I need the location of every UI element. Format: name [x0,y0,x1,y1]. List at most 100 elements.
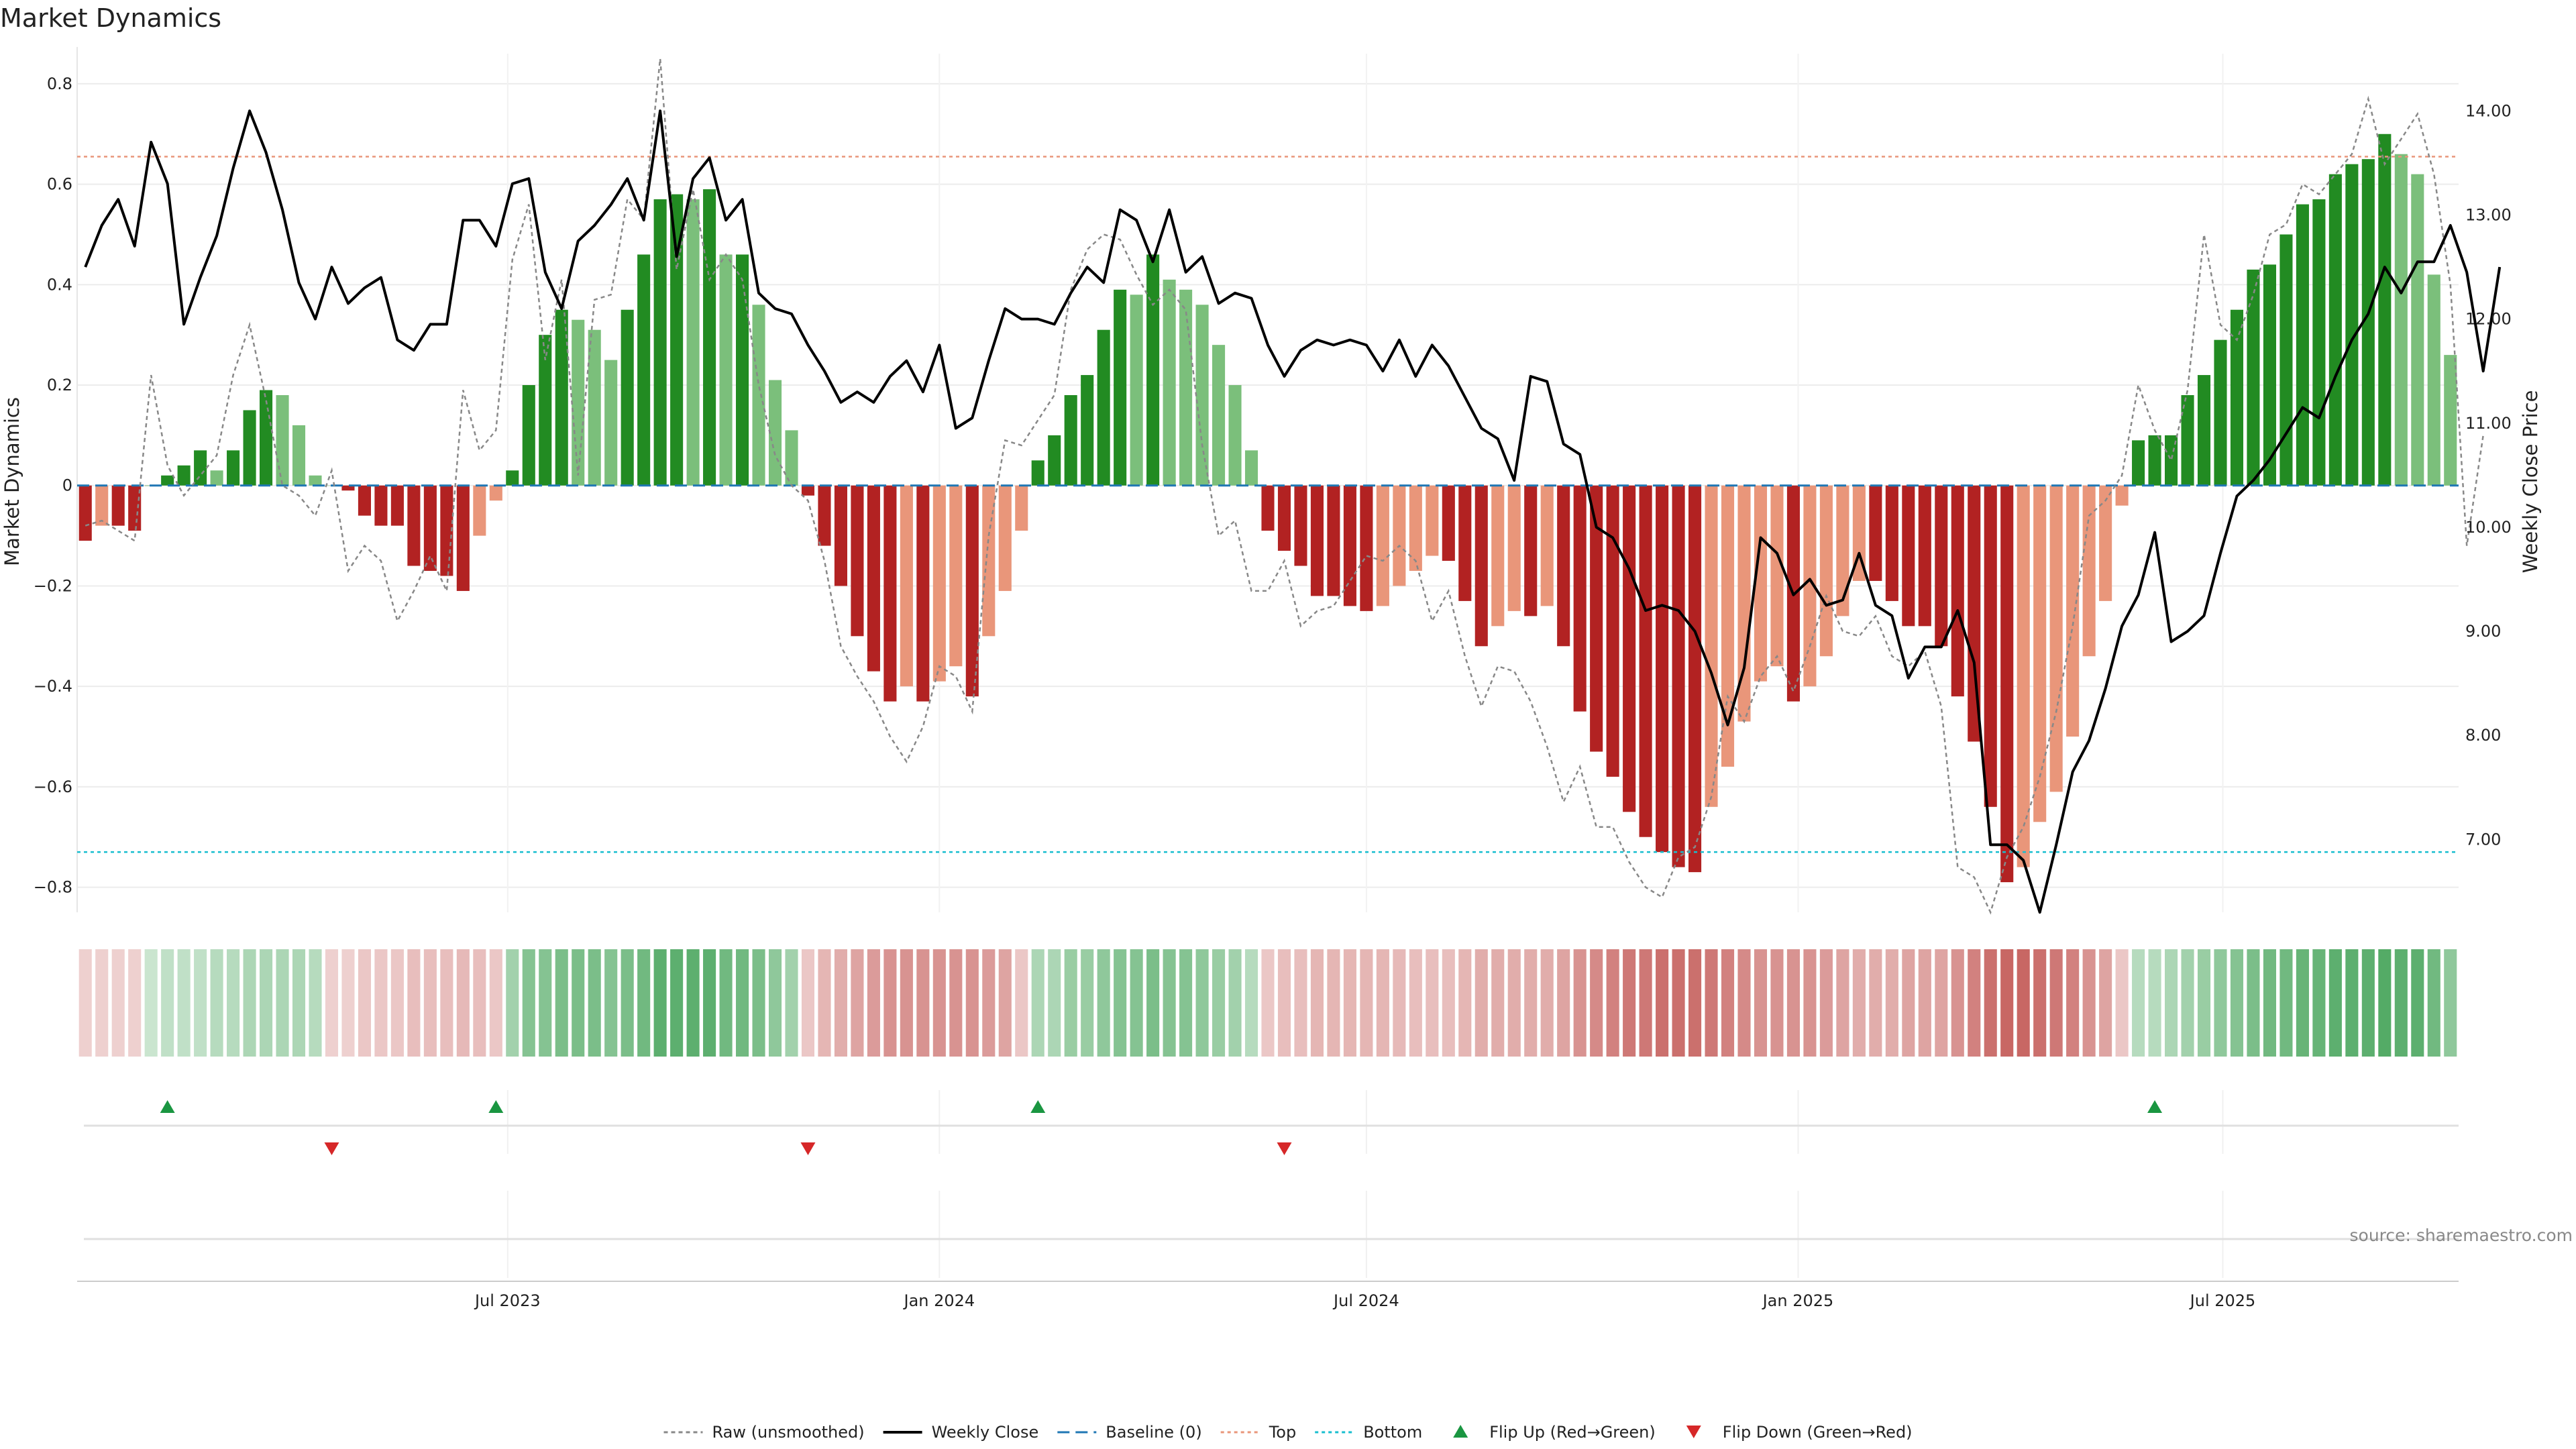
dynamics-bar [1458,485,1472,601]
dynamics-bar [1656,485,1669,853]
strip-cell [1573,949,1587,1057]
strip-cell [2099,949,2112,1057]
dynamics-bar [736,254,749,486]
legend-label: Raw (unsmoothed) [712,1423,865,1442]
strip-cell [1902,949,1915,1057]
strip-cell [1393,949,1406,1057]
dynamics-bar [161,475,174,486]
dynamics-bar [1968,485,1981,742]
dynamics-bar [719,254,733,486]
legend-swatch [1453,1425,1468,1438]
dynamics-bar [309,475,322,486]
strip-cell [1918,949,1931,1057]
legend-item-flipup: Flip Up (Red→Green) [1453,1423,1656,1442]
dynamics-bar [572,319,585,486]
dynamics-bar [2394,154,2408,486]
strip-cell [1935,949,1948,1057]
strip-cell [1721,949,1735,1057]
dynamics-bar [1376,485,1389,606]
price-lines [84,58,2502,915]
dynamics-bar [2181,395,2194,486]
strip-cell [2312,949,2326,1057]
strip-cell [686,949,700,1057]
strip-cell [292,949,306,1057]
strip-cell [1786,949,1800,1057]
dynamics-bar [2345,164,2359,486]
dynamics-bar [1114,289,1127,486]
strip-cell [1458,949,1472,1057]
legend-label: Baseline (0) [1106,1423,1201,1442]
strip-cell [1327,949,1340,1057]
strip-cell [2165,949,2178,1057]
strip-cell [2394,949,2408,1057]
strip-cell [1819,949,1833,1057]
strip-cell [489,949,502,1057]
dynamics-bar [177,465,191,486]
dynamics-bar [1195,305,1209,486]
strip-cell [2279,949,2293,1057]
strip-cell [785,949,798,1057]
strip-cell [390,949,404,1057]
dynamics-bar [260,390,273,486]
dynamics-bar [686,199,700,486]
dynamics-bar [489,485,502,501]
dynamics-bars [78,133,2457,883]
legend-item-close: Weekly Close [883,1423,1038,1442]
dynamics-bar [1146,254,1160,486]
dynamics-bar [1918,485,1931,627]
strip-cell [1228,949,1242,1057]
strip-cell [1163,949,1176,1057]
strip-cell [2345,949,2359,1057]
strip-cell [1590,949,1603,1057]
dynamics-bar [1869,485,1882,581]
dynamics-bar [1130,294,1143,486]
strip-cell [177,949,191,1057]
strip-cell [1770,949,1784,1057]
strip-cell [932,949,946,1057]
strip-cell [1672,949,1685,1057]
strip-cell [1984,949,1997,1057]
dynamics-bar [194,450,207,486]
dynamics-bar [1442,485,1455,561]
strip-cell [341,949,355,1057]
strip-cell [1705,949,1718,1057]
dynamics-bar [390,485,404,526]
dynamics-bar [1852,485,1866,581]
dynamics-bar [227,450,240,486]
flip-down-marker [1277,1142,1292,1155]
dynamics-bar [1393,485,1406,586]
y-tick-label: 0.8 [47,74,72,93]
chart-title: Market Dynamics [0,3,221,33]
dynamics-bar [2049,485,2063,792]
dynamics-bar [1606,485,1619,777]
dynamics-bar [2099,485,2112,601]
strip-cell [358,949,371,1057]
dynamics-bar [1770,485,1784,667]
dynamics-bar [1524,485,1538,616]
strip-cell [1968,949,1981,1057]
y-axis-right: 14.00 13.00 12.00 11.00 10.00 9.00 8.00 7.00 [2465,101,2512,849]
strip-cell [1179,949,1193,1057]
strip-cell [1146,949,1160,1057]
strip-cell [210,949,223,1057]
strip-cell [276,949,289,1057]
dynamics-bar [506,470,519,486]
weekly-close-line [84,109,2502,914]
strip-cell [440,949,453,1057]
dynamics-bar [456,485,470,591]
dynamics-bar [1228,385,1242,486]
y-tick-label: −0.2 [34,576,72,595]
y2-axis-title: Weekly Close Price [2519,390,2542,574]
strip-cell [1244,949,1258,1057]
strip-cell [572,949,585,1057]
dynamics-bar [2361,159,2375,486]
dynamics-bar [1426,485,1439,556]
strip-cell [1754,949,1768,1057]
dynamics-bar [111,485,125,526]
main-panel: 0.8 0.6 0.4 0.2 0 −0.2 −0.4 −0.6 −0.8 14.00 13.00… [1,47,2542,915]
strip-cell [998,949,1012,1057]
x-tick-label: Jul 2024 [1332,1291,1399,1310]
dynamics-bar [473,485,486,536]
flip-up-marker [488,1100,504,1113]
dynamics-bar [128,485,142,531]
